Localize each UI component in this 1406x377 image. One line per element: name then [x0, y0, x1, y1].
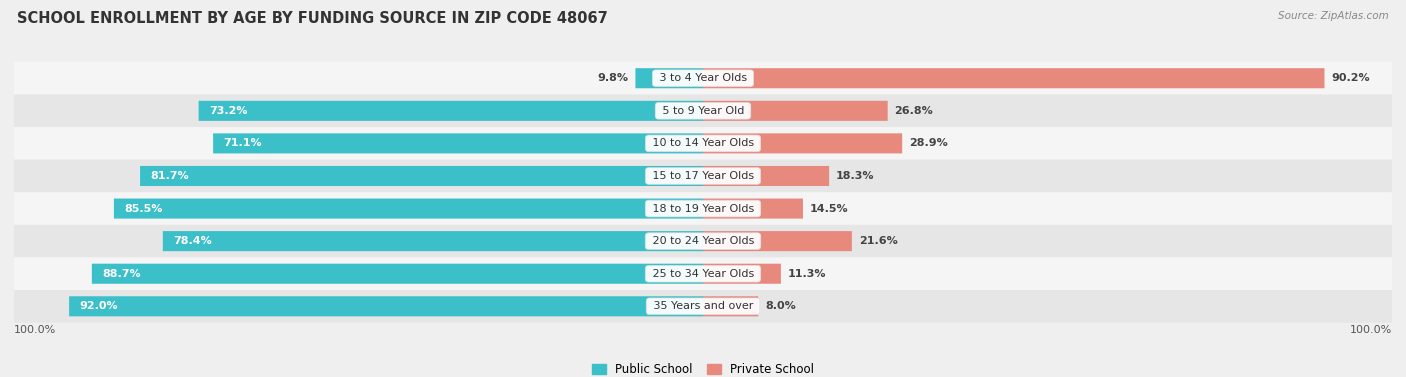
Text: 90.2%: 90.2% [1331, 73, 1369, 83]
Text: 9.8%: 9.8% [598, 73, 628, 83]
FancyBboxPatch shape [703, 133, 903, 153]
Text: 14.5%: 14.5% [810, 204, 848, 213]
FancyBboxPatch shape [14, 257, 1392, 290]
Text: 100.0%: 100.0% [14, 325, 56, 335]
Text: 3 to 4 Year Olds: 3 to 4 Year Olds [655, 73, 751, 83]
Text: 85.5%: 85.5% [124, 204, 163, 213]
FancyBboxPatch shape [14, 225, 1392, 257]
FancyBboxPatch shape [14, 62, 1392, 95]
Text: 92.0%: 92.0% [80, 301, 118, 311]
Text: 20 to 24 Year Olds: 20 to 24 Year Olds [648, 236, 758, 246]
Text: 71.1%: 71.1% [224, 138, 262, 149]
Text: 5 to 9 Year Old: 5 to 9 Year Old [658, 106, 748, 116]
FancyBboxPatch shape [703, 101, 887, 121]
Text: 15 to 17 Year Olds: 15 to 17 Year Olds [648, 171, 758, 181]
FancyBboxPatch shape [214, 133, 703, 153]
Text: 11.3%: 11.3% [787, 269, 827, 279]
Text: 18 to 19 Year Olds: 18 to 19 Year Olds [648, 204, 758, 213]
Text: 81.7%: 81.7% [150, 171, 188, 181]
FancyBboxPatch shape [114, 199, 703, 219]
Text: 21.6%: 21.6% [859, 236, 897, 246]
FancyBboxPatch shape [14, 160, 1392, 192]
Text: 88.7%: 88.7% [103, 269, 141, 279]
FancyBboxPatch shape [163, 231, 703, 251]
FancyBboxPatch shape [198, 101, 703, 121]
Legend: Public School, Private School: Public School, Private School [592, 363, 814, 376]
FancyBboxPatch shape [69, 296, 703, 316]
Text: 25 to 34 Year Olds: 25 to 34 Year Olds [648, 269, 758, 279]
Text: SCHOOL ENROLLMENT BY AGE BY FUNDING SOURCE IN ZIP CODE 48067: SCHOOL ENROLLMENT BY AGE BY FUNDING SOUR… [17, 11, 607, 26]
FancyBboxPatch shape [703, 264, 780, 284]
FancyBboxPatch shape [91, 264, 703, 284]
Text: 35 Years and over: 35 Years and over [650, 301, 756, 311]
FancyBboxPatch shape [703, 68, 1324, 88]
FancyBboxPatch shape [14, 192, 1392, 225]
Text: Source: ZipAtlas.com: Source: ZipAtlas.com [1278, 11, 1389, 21]
FancyBboxPatch shape [141, 166, 703, 186]
FancyBboxPatch shape [703, 296, 758, 316]
Text: 78.4%: 78.4% [173, 236, 212, 246]
FancyBboxPatch shape [14, 127, 1392, 160]
FancyBboxPatch shape [703, 166, 830, 186]
Text: 18.3%: 18.3% [837, 171, 875, 181]
FancyBboxPatch shape [14, 290, 1392, 323]
FancyBboxPatch shape [703, 231, 852, 251]
FancyBboxPatch shape [703, 199, 803, 219]
FancyBboxPatch shape [14, 95, 1392, 127]
Text: 100.0%: 100.0% [1350, 325, 1392, 335]
FancyBboxPatch shape [636, 68, 703, 88]
Text: 26.8%: 26.8% [894, 106, 934, 116]
Text: 8.0%: 8.0% [765, 301, 796, 311]
Text: 73.2%: 73.2% [209, 106, 247, 116]
Text: 28.9%: 28.9% [910, 138, 948, 149]
Text: 10 to 14 Year Olds: 10 to 14 Year Olds [648, 138, 758, 149]
